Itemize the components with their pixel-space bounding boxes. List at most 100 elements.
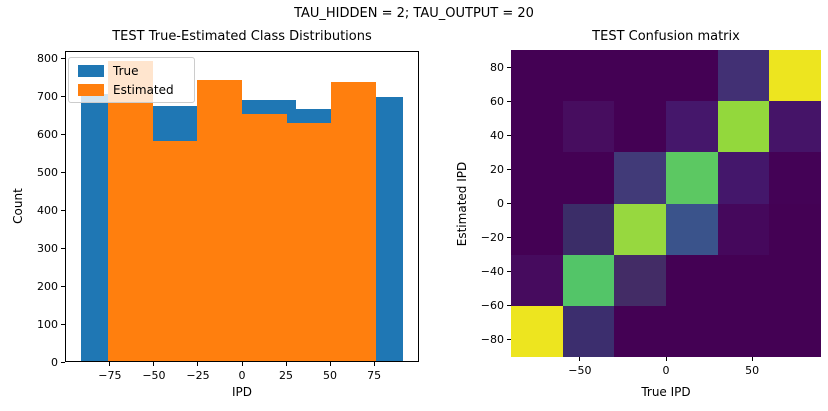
y-tick <box>61 361 65 363</box>
heatmap-cell <box>666 254 719 307</box>
y-tick-label: 800 <box>37 52 58 66</box>
heatmap-cell <box>614 203 667 256</box>
y-tick <box>507 100 511 102</box>
y-tick-label: 80 <box>490 60 504 74</box>
y-tick-label: −40 <box>480 265 504 279</box>
y-tick <box>61 285 65 287</box>
y-tick-label: −80 <box>480 333 504 347</box>
confusion-matrix-axes <box>511 50 822 358</box>
y-tick-label: 0 <box>51 355 58 369</box>
heatmap-cell <box>769 203 822 256</box>
heatmap-cell <box>769 50 822 102</box>
heatmap-cell <box>666 101 719 153</box>
x-tick <box>373 362 375 366</box>
legend-label-estimated: Estimated <box>113 82 174 97</box>
x-tick-label: −75 <box>98 369 122 382</box>
y-tick-label: 400 <box>37 203 58 217</box>
y-tick-label: 0 <box>497 197 504 210</box>
legend-swatch-estimated <box>78 83 104 96</box>
heatmap-cell <box>562 305 615 358</box>
heatmap-cell <box>717 50 770 102</box>
heatmap-cell <box>614 152 667 204</box>
heatmap-cell <box>717 203 770 256</box>
confusion-matrix-title: TEST Confusion matrix <box>592 29 740 44</box>
hist-bar-estimated <box>197 80 242 361</box>
hist-bar-estimated <box>286 122 332 361</box>
y-tick <box>507 134 511 136</box>
heatmap-cell <box>769 101 822 153</box>
y-tick-label: −60 <box>480 299 504 313</box>
x-tick <box>751 357 753 361</box>
y-tick <box>61 171 65 173</box>
hist-bar-estimated <box>242 114 287 361</box>
confusion-matrix-xlabel: True IPD <box>641 385 691 399</box>
heatmap-cell <box>614 101 667 153</box>
y-tick-label: 300 <box>37 241 58 255</box>
heatmap-cell <box>717 152 770 204</box>
hist-bar-estimated <box>108 61 153 361</box>
y-tick <box>507 305 511 307</box>
y-tick <box>507 339 511 341</box>
hist-bar-estimated <box>152 141 198 361</box>
heatmap-cell <box>769 254 822 307</box>
histogram-xlabel: IPD <box>231 385 252 399</box>
heatmap-cell <box>562 50 615 102</box>
y-tick-label: 20 <box>490 162 504 176</box>
x-tick-label: 50 <box>323 369 338 382</box>
y-tick <box>507 66 511 68</box>
legend-entry-true: True <box>78 64 185 78</box>
heatmap-cell <box>511 101 564 153</box>
y-tick <box>61 96 65 97</box>
heatmap-cell <box>614 254 667 307</box>
heatmap-cell <box>717 101 770 153</box>
x-tick <box>197 362 199 366</box>
y-tick-label: −20 <box>480 231 504 245</box>
y-tick <box>507 271 511 273</box>
y-tick <box>61 247 65 249</box>
y-tick-label: 100 <box>37 317 58 331</box>
heatmap-cell <box>666 152 719 204</box>
x-tick <box>285 362 287 366</box>
x-tick <box>153 362 155 366</box>
y-tick-label: 500 <box>37 165 58 179</box>
y-tick <box>507 237 511 239</box>
x-tick-label: 50 <box>745 364 760 377</box>
legend-entry-estimated: Estimated <box>78 83 185 97</box>
heatmap-cell <box>666 50 719 102</box>
x-tick <box>109 362 111 366</box>
y-tick <box>507 203 511 204</box>
heatmap-cell <box>511 203 564 256</box>
x-tick-label: −50 <box>568 364 592 377</box>
x-tick-label: 75 <box>367 369 382 382</box>
x-tick-label: −50 <box>142 369 166 382</box>
heatmap-cell <box>562 203 615 256</box>
y-tick <box>61 133 65 135</box>
heatmap-cell <box>769 305 822 358</box>
heatmap-cell <box>511 305 564 358</box>
x-tick <box>329 362 331 366</box>
heatmap-cell <box>666 305 719 358</box>
heatmap-cell <box>717 254 770 307</box>
heatmap-cell <box>562 254 615 307</box>
heatmap-cell <box>717 305 770 358</box>
y-tick-label: 60 <box>490 94 504 108</box>
x-tick <box>665 357 667 361</box>
heatmap-cell <box>562 101 615 153</box>
histogram-axes <box>65 51 419 362</box>
legend-label-true: True <box>113 63 139 78</box>
legend: True Estimated <box>68 57 195 103</box>
y-tick-label: 40 <box>490 128 504 142</box>
y-tick-label: 600 <box>37 127 58 141</box>
heatmap-cell <box>511 152 564 204</box>
y-tick-label: 200 <box>37 279 58 293</box>
x-tick-label: 25 <box>279 369 294 382</box>
x-tick-label: 0 <box>662 364 670 377</box>
x-tick <box>579 357 581 361</box>
heatmap-cell <box>511 254 564 307</box>
y-tick <box>61 209 65 211</box>
heatmap-cell <box>562 152 615 204</box>
heatmap-cell <box>511 50 564 102</box>
figure-suptitle: TAU_HIDDEN = 2; TAU_OUTPUT = 20 <box>294 6 534 21</box>
heatmap-cell <box>614 305 667 358</box>
